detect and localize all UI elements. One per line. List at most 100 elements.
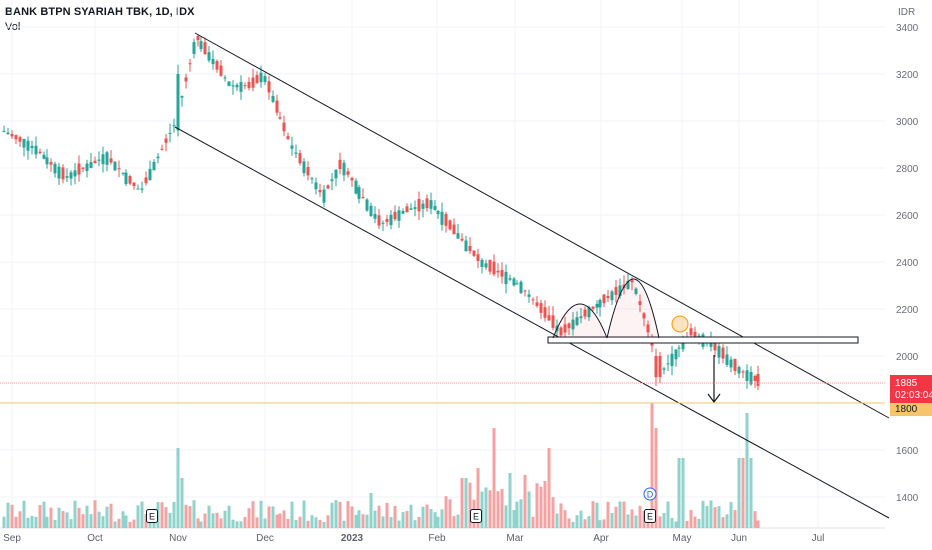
volume-bar	[389, 517, 393, 528]
target-price-value: 1800	[895, 404, 918, 415]
candle-body	[65, 176, 69, 178]
volume-bar	[247, 508, 251, 528]
volume-bar	[53, 520, 57, 528]
volume-bar	[733, 510, 737, 528]
candle-body	[417, 199, 421, 212]
candle-body	[117, 168, 121, 170]
dividend-marker	[643, 487, 657, 501]
candle-body	[725, 354, 729, 365]
candle-body	[369, 205, 373, 217]
candle-body	[188, 63, 192, 65]
volume-bar	[286, 518, 290, 528]
volume-bar	[618, 501, 622, 528]
volume-bar	[401, 512, 405, 528]
highlight-circle	[671, 315, 689, 333]
candle-body	[543, 307, 547, 318]
volume-bar	[164, 507, 168, 528]
candle-body	[677, 347, 681, 349]
candle-body	[286, 136, 290, 140]
candle-body	[563, 324, 567, 333]
volume-bar	[377, 505, 381, 528]
candle-body	[334, 169, 338, 179]
time-tick-label: 2023	[341, 533, 364, 544]
volume-bar	[2, 516, 6, 528]
earnings-marker	[644, 509, 656, 523]
candle-body	[101, 154, 105, 165]
candle-body	[2, 130, 6, 132]
candle-body	[231, 85, 235, 87]
volume-bar	[192, 500, 196, 528]
volume-bar	[310, 515, 314, 528]
candle-body	[22, 139, 26, 148]
price-tick-label: 2200	[896, 305, 919, 316]
volume-bar	[729, 502, 733, 528]
candle-body	[741, 371, 745, 373]
volume-bar	[523, 474, 527, 528]
candle-body	[38, 151, 42, 154]
volume-bar	[22, 500, 26, 528]
candle-body	[551, 315, 555, 328]
candle-body	[57, 166, 61, 179]
candle-body	[527, 294, 531, 297]
volume-bar	[73, 500, 77, 528]
candle-body	[591, 306, 595, 309]
volume-bar	[180, 478, 184, 528]
volume-bar	[709, 500, 713, 528]
candle-body	[492, 261, 496, 275]
event-marker-label: E	[149, 512, 155, 522]
volume-bar	[670, 518, 674, 528]
candle-body	[602, 294, 606, 304]
candle-body	[310, 178, 314, 180]
volume-bar	[318, 519, 322, 528]
candle-body	[693, 331, 697, 337]
volume-bar	[121, 511, 125, 528]
candle-body	[326, 185, 330, 189]
candle-body	[440, 211, 444, 225]
volume-bar	[330, 502, 334, 528]
volume-bar	[508, 473, 512, 528]
volume-bar	[113, 521, 117, 528]
volume-bar	[440, 509, 444, 528]
candle-body	[429, 200, 433, 209]
candle-body	[282, 122, 286, 132]
candle-body	[654, 356, 658, 378]
candle-body	[306, 167, 310, 176]
candle-body	[342, 162, 346, 176]
candle-body	[164, 138, 168, 143]
volume-bar	[756, 520, 760, 528]
candle-body	[275, 100, 279, 113]
last-price-value: 1885	[895, 378, 918, 389]
candle-body	[69, 172, 73, 179]
candle-body	[350, 177, 354, 181]
volume-bar	[275, 514, 279, 528]
volume-bar	[251, 501, 255, 528]
candle-body	[176, 74, 180, 131]
volume-bar	[97, 511, 101, 528]
volume-bar	[658, 516, 662, 528]
volume-bar	[464, 478, 468, 528]
volume-bar	[184, 504, 188, 528]
candle-body	[259, 72, 263, 83]
candle-body	[610, 291, 614, 301]
candle-body	[109, 158, 113, 163]
candle-body	[480, 259, 484, 268]
candle-body	[278, 117, 282, 119]
candle-body	[267, 81, 271, 93]
volume-bar	[741, 458, 745, 528]
candle-body	[626, 280, 630, 290]
volume-bar	[725, 514, 729, 528]
symbol-title[interactable]: BANK BTPN SYARIAH TBK, 1D, IDX	[5, 6, 195, 18]
candle-body	[124, 172, 128, 185]
candle-body	[496, 270, 500, 273]
volume-bar	[223, 510, 227, 528]
candle-body	[425, 198, 429, 209]
candle-body	[373, 213, 377, 219]
volume-bar	[496, 491, 500, 528]
volume-bar	[42, 501, 46, 528]
candle-body	[658, 356, 662, 378]
volume-bar	[480, 491, 484, 528]
volume-bar	[527, 491, 531, 528]
volume-bar	[456, 514, 460, 528]
volume-bar	[239, 521, 243, 528]
